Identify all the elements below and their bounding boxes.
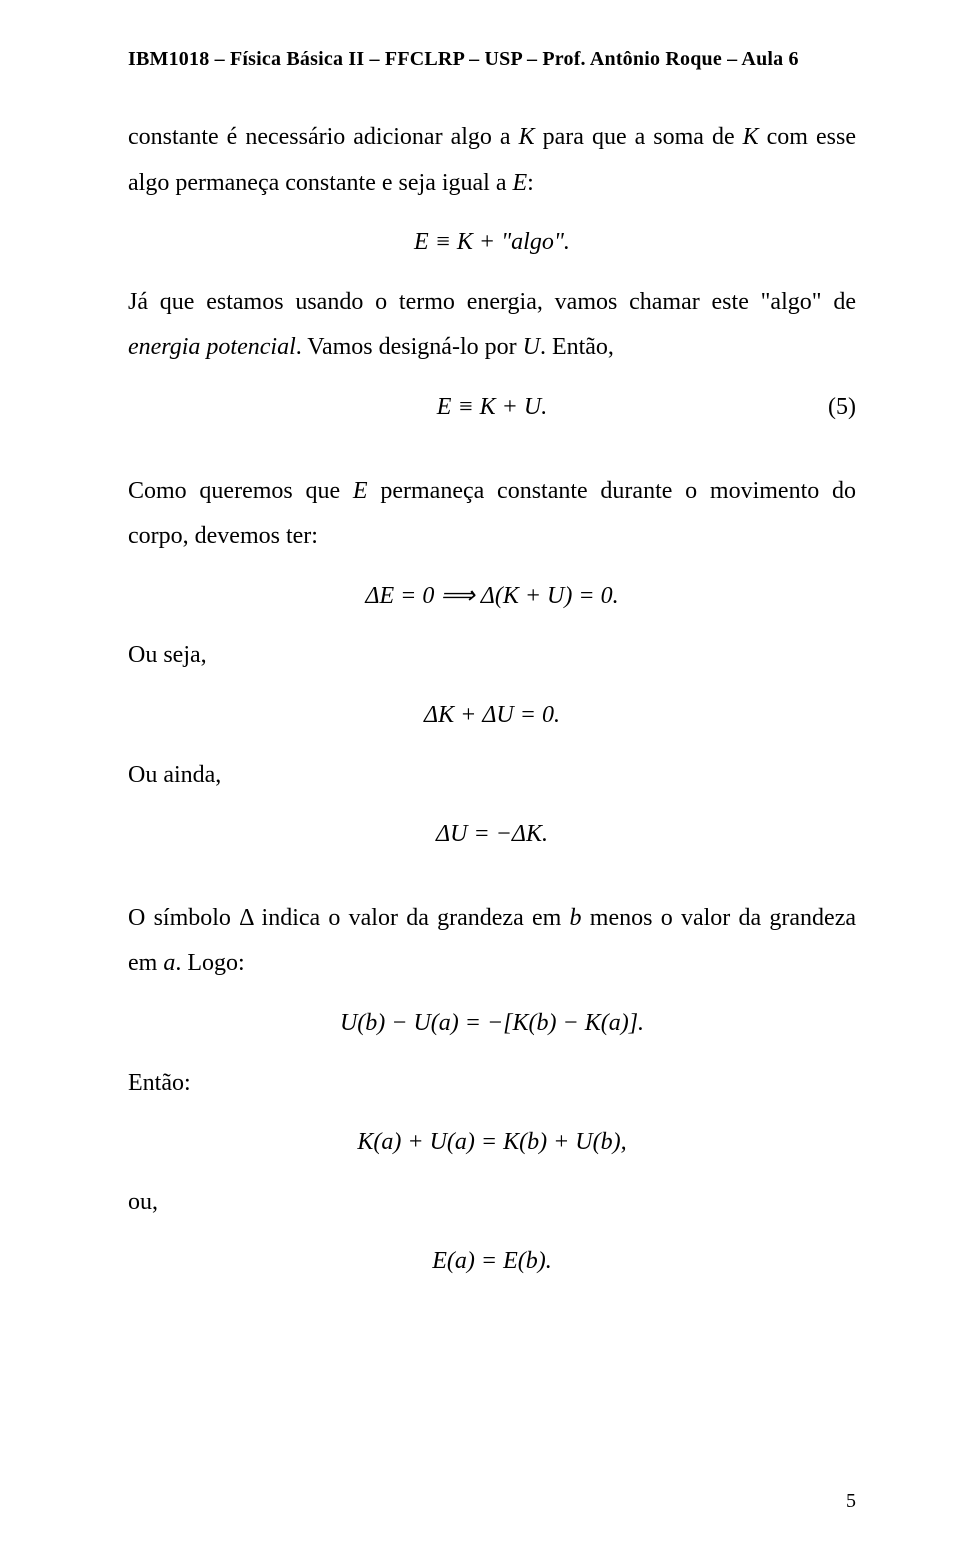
paragraph-4: O símbolo Δ indica o valor da grandeza e… xyxy=(128,896,856,987)
var-b: b xyxy=(570,905,582,931)
text: . Vamos designá-lo por xyxy=(296,334,523,360)
equation-uab: U(b) − U(a) = −[K(b) − K(a)]. xyxy=(128,1001,856,1047)
label-ou-ainda: Ou ainda, xyxy=(128,753,856,799)
label-ou: ou, xyxy=(128,1180,856,1226)
term-energia-potencial: energia potencial xyxy=(128,334,296,360)
var-K: K xyxy=(519,124,535,150)
page: IBM1018 – Física Básica II – FFCLRP – US… xyxy=(0,0,960,1553)
paragraph-1: constante é necessário adicionar algo a … xyxy=(128,115,856,206)
text: : xyxy=(527,170,534,196)
equation-eab: E(a) = E(b). xyxy=(128,1239,856,1285)
var-K: K xyxy=(743,124,759,150)
equation-delta-3: ΔU = −ΔK. xyxy=(128,812,856,858)
equation-kab: K(a) + U(a) = K(b) + U(b), xyxy=(128,1120,856,1166)
equation-text: E(a) = E(b). xyxy=(432,1248,551,1274)
var-U: U xyxy=(523,334,540,360)
equation-text: ΔE = 0 ⟹ Δ(K + U) = 0. xyxy=(365,583,618,609)
text: . Logo: xyxy=(175,950,244,976)
var-E: E xyxy=(512,170,527,196)
text: Como queremos que xyxy=(128,478,353,504)
equation-delta-1: ΔE = 0 ⟹ Δ(K + U) = 0. xyxy=(128,574,856,620)
equation-text: K(a) + U(a) = K(b) + U(b), xyxy=(357,1129,626,1155)
text: para que a soma de xyxy=(535,124,743,150)
text: . Então, xyxy=(540,334,614,360)
page-header: IBM1018 – Física Básica II – FFCLRP – US… xyxy=(128,48,856,71)
text: Já que estamos usando o termo energia, v… xyxy=(128,289,856,315)
equation-text: ΔU = −ΔK. xyxy=(436,821,548,847)
equation-5: E ≡ K + U. (5) xyxy=(128,385,856,431)
paragraph-2: Já que estamos usando o termo energia, v… xyxy=(128,280,856,371)
equation-text: E ≡ K + U. xyxy=(437,394,547,420)
label-entao: Então: xyxy=(128,1061,856,1107)
equation-def: E ≡ K + "algo". xyxy=(128,220,856,266)
equation-number: (5) xyxy=(828,385,856,431)
page-number: 5 xyxy=(846,1490,856,1513)
equation-text: E ≡ K + "algo". xyxy=(414,229,570,255)
text: constante é necessário adicionar algo a xyxy=(128,124,519,150)
equation-delta-2: ΔK + ΔU = 0. xyxy=(128,693,856,739)
spacer xyxy=(128,445,856,469)
label-ou-seja: Ou seja, xyxy=(128,633,856,679)
var-a: a xyxy=(163,950,175,976)
equation-text: ΔK + ΔU = 0. xyxy=(424,702,560,728)
text: O símbolo Δ indica o valor da grandeza e… xyxy=(128,905,570,931)
var-E: E xyxy=(353,478,368,504)
paragraph-3: Como queremos que E permaneça constante … xyxy=(128,469,856,560)
spacer xyxy=(128,872,856,896)
equation-text: U(b) − U(a) = −[K(b) − K(a)]. xyxy=(340,1010,644,1036)
